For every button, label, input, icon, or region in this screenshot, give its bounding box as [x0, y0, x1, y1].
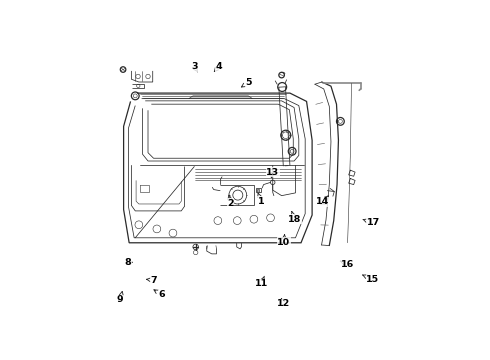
Text: 3: 3 [191, 62, 197, 72]
Polygon shape [257, 189, 259, 192]
Text: 5: 5 [242, 78, 251, 87]
Text: 1: 1 [258, 193, 265, 206]
Text: 7: 7 [147, 276, 157, 285]
Text: 12: 12 [277, 298, 290, 308]
Text: 6: 6 [154, 290, 165, 300]
Text: 16: 16 [341, 260, 354, 269]
Text: 18: 18 [288, 211, 301, 224]
Text: 8: 8 [124, 258, 132, 267]
Text: 13: 13 [266, 168, 279, 177]
Polygon shape [189, 96, 252, 99]
Text: 9: 9 [117, 291, 123, 304]
Text: 15: 15 [363, 275, 379, 284]
Text: 17: 17 [363, 218, 380, 227]
Text: 10: 10 [277, 234, 291, 247]
Text: 14: 14 [316, 196, 329, 206]
Text: 4: 4 [214, 62, 222, 72]
Text: 2: 2 [227, 195, 234, 208]
Text: 11: 11 [254, 276, 268, 288]
